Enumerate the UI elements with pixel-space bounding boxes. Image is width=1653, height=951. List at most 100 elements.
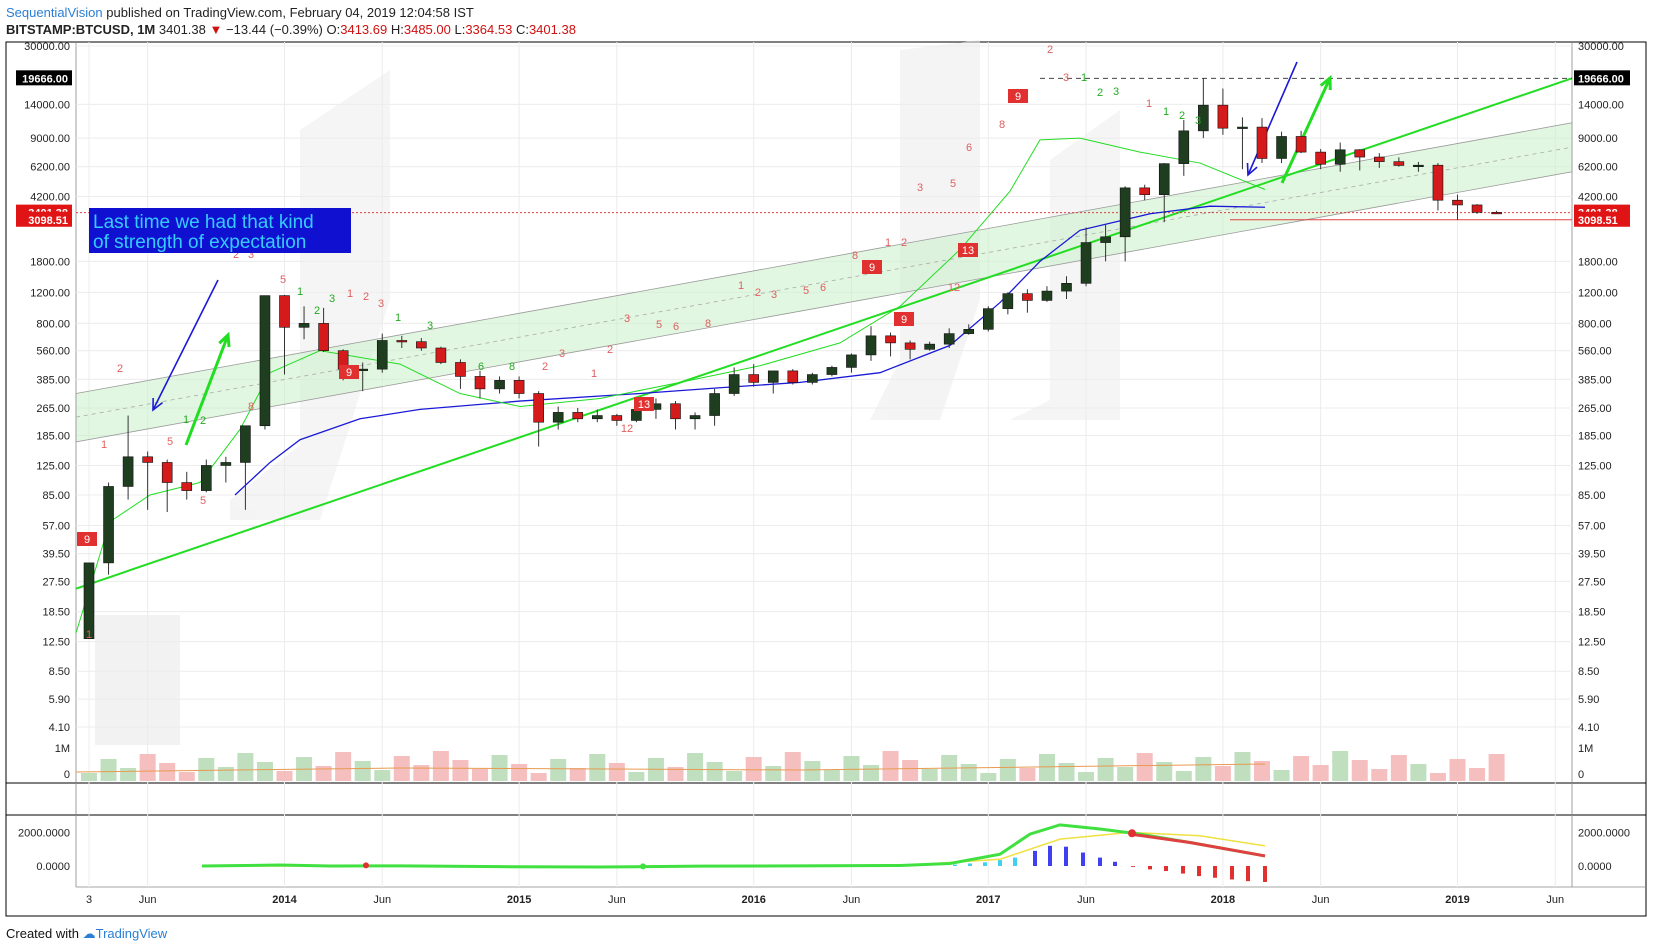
volume-bar: [198, 758, 215, 781]
volume-bar: [1117, 767, 1134, 781]
candle-body: [201, 465, 212, 491]
close-label: C:: [515, 22, 529, 37]
count-label: 3: [624, 313, 630, 325]
volume-bar: [745, 757, 762, 781]
candle-body: [1041, 290, 1053, 301]
candle-body: [552, 412, 564, 423]
volume-bar: [980, 773, 997, 781]
volume-bar: [374, 770, 391, 781]
setup-badge: [894, 312, 914, 326]
x-tick-label: 2014: [272, 894, 297, 906]
count-label: 1: [347, 288, 353, 300]
count-label: 8: [999, 119, 1005, 131]
volume-bar: [589, 754, 606, 781]
candle-body: [826, 367, 838, 375]
volume-bar: [1351, 760, 1368, 781]
low-value: 3364.53: [465, 22, 513, 37]
count-label: 5: [280, 274, 286, 286]
volume-bar: [999, 759, 1016, 781]
y-tick-label: 85.00: [42, 490, 70, 502]
count-label: 2: [607, 344, 613, 356]
y-tick-label: 14000.00: [24, 99, 70, 111]
volume-bar: [726, 771, 743, 781]
x-tick-label: 2016: [741, 894, 765, 906]
volume-bar: [1195, 757, 1212, 781]
volume-bar: [139, 754, 156, 781]
volume-bar: [1371, 769, 1388, 781]
volume-bar: [902, 760, 919, 781]
count-label: 1: [1163, 106, 1169, 118]
tradingview-link[interactable]: TradingView: [95, 926, 168, 941]
symbol-info: BITSTAMP:BTCUSD, 1M 3401.38 ▼ −13.44 (−0…: [6, 22, 576, 37]
y-tick-label: 6200.00: [30, 162, 70, 174]
candle-body: [1452, 199, 1463, 206]
volume-bar: [1293, 756, 1310, 781]
count-label: 2: [542, 361, 548, 373]
volume-bar: [667, 767, 684, 781]
histogram-bar: [1263, 866, 1267, 882]
candle-body: [474, 376, 486, 390]
histogram-bar: [1246, 866, 1250, 882]
histogram-bar: [1113, 861, 1117, 866]
x-tick-label: 2018: [1211, 894, 1235, 906]
setup-badge-label: 9: [901, 314, 907, 326]
candle-body: [709, 393, 720, 416]
y-tick-label: 8.50: [49, 666, 70, 678]
count-label: 5: [167, 436, 173, 448]
histogram-bar: [1181, 866, 1185, 874]
candle-body: [1178, 130, 1190, 164]
volume-bar: [784, 752, 801, 781]
candle-body: [591, 415, 603, 420]
histogram-bar: [1148, 866, 1152, 870]
time-axis: 3 Jun 2014 Jun 2015 Jun 2016 Jun 2017 Jun 2018 Jun 2…: [86, 894, 1564, 906]
cross-marker: [640, 863, 646, 870]
high-label: H:: [390, 22, 404, 37]
volume-pane: 1M 0 1M 0: [55, 743, 1593, 781]
x-tick-label: Jun: [1312, 894, 1330, 906]
volume-bar: [1273, 770, 1290, 781]
y-tick-label: 125.00: [1578, 460, 1612, 472]
y-tick-label: 4.10: [1578, 722, 1599, 734]
volume-bar: [608, 763, 625, 781]
blue-arrow-icon-head: [152, 397, 163, 412]
candle-body: [631, 409, 642, 421]
close-value: 3401.38: [528, 22, 576, 37]
candle-body: [1393, 161, 1405, 166]
count-label: 5: [950, 178, 956, 190]
green-arrow-icon-head: [218, 331, 231, 348]
y-tick-label: 385.00: [1578, 374, 1612, 386]
author-link[interactable]: SequentialVision: [6, 5, 103, 20]
cross-marker: [1128, 829, 1136, 838]
y-tick-label: 385.00: [36, 374, 70, 386]
volume-bar: [1469, 768, 1486, 781]
candle-body: [767, 370, 779, 383]
volume-bar: [413, 765, 430, 781]
setup-badge-label: 9: [869, 262, 875, 274]
channel-midline: [75, 146, 1573, 418]
volume-bar: [882, 751, 899, 781]
indicator-tick: 0.0000: [36, 861, 70, 873]
histogram-bar: [983, 862, 987, 866]
y-tick-label: 185.00: [1578, 430, 1612, 442]
y-tick-label: 560.00: [1578, 346, 1612, 358]
y-tick-label: 560.00: [36, 346, 70, 358]
candle-body: [670, 403, 681, 420]
count-label: 2: [233, 249, 239, 261]
count-label: 8: [509, 361, 515, 373]
volume-bar: [1254, 761, 1270, 781]
candles: [83, 78, 1502, 639]
volume-bar: [823, 770, 840, 781]
volume-bar: [1488, 754, 1505, 781]
y-tick-label: 9000.00: [30, 133, 70, 145]
candle-body: [1471, 204, 1483, 213]
y-tick-label: 12.50: [42, 637, 70, 649]
price-tag: [16, 70, 72, 86]
volume-bar: [1429, 773, 1446, 781]
candle-body: [1139, 187, 1150, 195]
candle-body: [1198, 104, 1209, 132]
open-value: 3413.69: [340, 22, 388, 37]
count-label: 12: [621, 423, 633, 435]
setup-badge: [634, 397, 654, 411]
created-with: Created with: [6, 926, 79, 941]
